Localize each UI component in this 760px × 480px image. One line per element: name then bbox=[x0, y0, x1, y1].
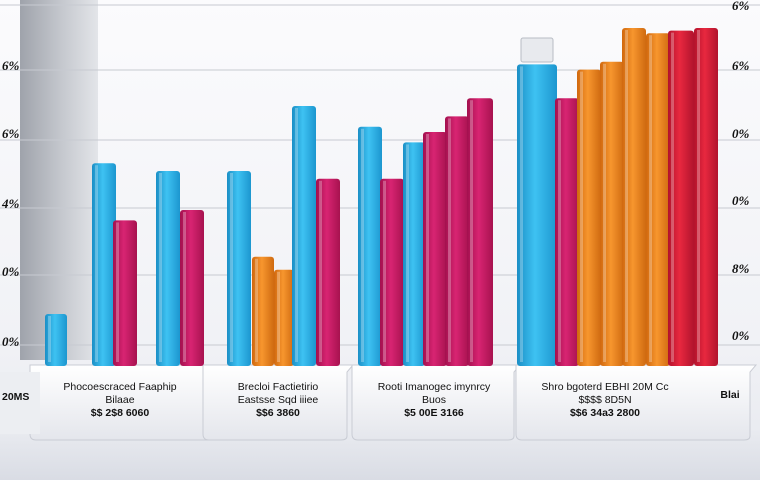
bar bbox=[180, 210, 204, 366]
category-label-line: Shro bgoterd EBHI 20M Cc bbox=[541, 381, 668, 393]
category-label-line: Brecloi Factietirio bbox=[238, 381, 319, 393]
bar-highlight bbox=[277, 271, 280, 362]
bar-highlight bbox=[95, 165, 98, 362]
bar-highlight bbox=[159, 173, 162, 362]
bar-highlight bbox=[558, 100, 561, 362]
bar bbox=[252, 256, 274, 366]
y-tick-label-right: 0% bbox=[732, 126, 750, 141]
bar bbox=[45, 314, 67, 366]
y-axis-right: 6% 6% 0% 0% 8% 0% bbox=[732, 0, 750, 343]
bar-highlight bbox=[580, 71, 583, 362]
bar-highlight bbox=[520, 66, 523, 363]
y-tick-label-right: 0% bbox=[732, 193, 750, 208]
category-label-line: $$6 3860 bbox=[256, 407, 300, 419]
bar-highlight bbox=[426, 134, 429, 362]
category-label-line: Eastsse Sqd iiiee bbox=[238, 394, 319, 406]
bar bbox=[156, 171, 180, 366]
y-tick-label-left: 6% bbox=[2, 126, 20, 141]
category-label-line: Phocoescraced Faaphip bbox=[63, 381, 176, 393]
bar bbox=[423, 132, 447, 366]
bar bbox=[113, 220, 137, 366]
y-tick-label-left: 0% bbox=[2, 334, 20, 349]
bar bbox=[227, 171, 251, 366]
category-label-line: $5 00E 3166 bbox=[404, 407, 464, 419]
left-slab bbox=[0, 372, 40, 434]
back-wall-panel bbox=[20, 0, 98, 360]
bar-highlight bbox=[295, 108, 298, 362]
bar-highlight bbox=[697, 30, 700, 362]
bar-highlight bbox=[116, 222, 119, 362]
bar-highlight bbox=[183, 212, 186, 362]
group-base-plate bbox=[515, 364, 758, 441]
category-label-line: $$$$ 8D5N bbox=[578, 394, 631, 406]
base-plates bbox=[0, 364, 758, 441]
bar bbox=[555, 98, 579, 366]
category-label-line: $$6 34a3 2800 bbox=[570, 407, 640, 419]
bar bbox=[577, 69, 601, 366]
bar bbox=[380, 178, 404, 366]
bar bbox=[358, 126, 382, 366]
bar-highlight bbox=[603, 63, 606, 363]
group-base-plate bbox=[202, 364, 355, 441]
bar bbox=[445, 116, 469, 367]
bar bbox=[292, 106, 316, 366]
y-tick-label-left: 0% bbox=[2, 264, 20, 279]
bar bbox=[92, 163, 116, 366]
bar bbox=[467, 98, 493, 366]
bar bbox=[646, 33, 670, 366]
bar-highlight bbox=[319, 180, 322, 362]
bar-highlight bbox=[470, 100, 473, 362]
group-base-plate bbox=[351, 364, 522, 441]
bar bbox=[517, 64, 557, 367]
y-tick-label-right: 0% bbox=[732, 328, 750, 343]
category-label-line: $$ 2$8 6060 bbox=[91, 407, 150, 419]
bar-highlight bbox=[48, 316, 51, 362]
bar bbox=[694, 28, 718, 366]
bar-highlight bbox=[230, 173, 233, 362]
category-label-line: Bilaae bbox=[105, 394, 134, 406]
y-tick-label-right: 6% bbox=[732, 0, 750, 13]
y-tick-label-right: 6% bbox=[732, 58, 750, 73]
left-edge-label: 20MS bbox=[2, 391, 29, 403]
y-axis-left: 6% 6% 4% 0% 0% bbox=[1, 58, 20, 349]
bar-highlight bbox=[625, 30, 628, 362]
y-tick-label-right: 8% bbox=[732, 261, 750, 276]
bar-cap bbox=[520, 37, 554, 63]
bars bbox=[45, 28, 718, 367]
category-label-line: Buos bbox=[422, 394, 446, 406]
bar bbox=[622, 28, 646, 366]
y-tick-label-left: 6% bbox=[2, 58, 20, 73]
bar-highlight bbox=[361, 128, 364, 362]
bar-highlight bbox=[649, 35, 652, 362]
bar bbox=[600, 61, 624, 367]
bar-highlight bbox=[406, 144, 409, 362]
category-label-line: Rooti Imanogec imynrcy bbox=[378, 381, 491, 393]
extra-label: Blai bbox=[720, 389, 739, 401]
bar-highlight bbox=[671, 32, 674, 362]
bar bbox=[316, 178, 340, 366]
y-tick-label-left: 4% bbox=[1, 196, 20, 211]
bar bbox=[403, 142, 425, 366]
bar bbox=[274, 269, 294, 366]
bar-highlight bbox=[448, 118, 451, 363]
bar bbox=[668, 30, 694, 366]
bar-highlight bbox=[383, 180, 386, 362]
bar-highlight bbox=[255, 258, 258, 362]
